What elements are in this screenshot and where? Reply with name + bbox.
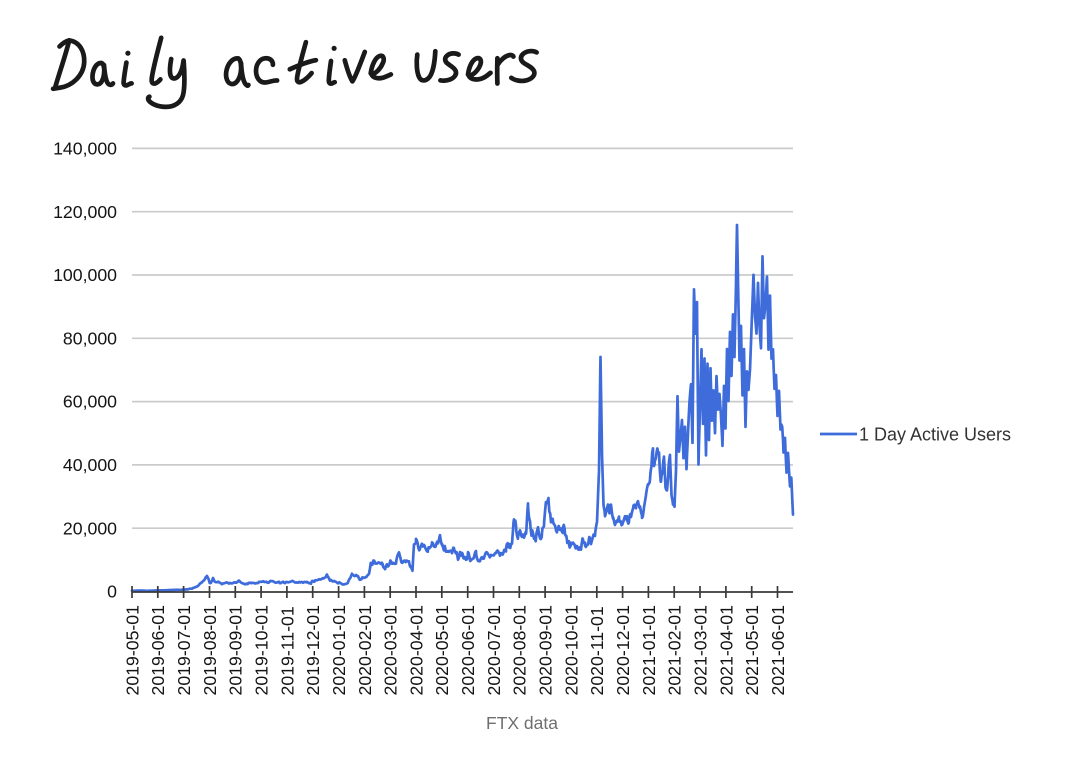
svg-text:40,000: 40,000 (63, 455, 117, 475)
svg-text:FTX data: FTX data (486, 713, 558, 733)
svg-text:2020-09-01: 2020-09-01 (536, 605, 556, 695)
svg-text:2019-07-01: 2019-07-01 (174, 605, 194, 695)
svg-text:2020-10-01: 2020-10-01 (561, 605, 581, 695)
svg-text:1 Day Active Users: 1 Day Active Users (859, 425, 1011, 445)
svg-text:2019-10-01: 2019-10-01 (252, 605, 272, 695)
svg-text:2021-05-01: 2021-05-01 (742, 605, 762, 695)
svg-text:2021-04-01: 2021-04-01 (716, 605, 736, 695)
svg-text:2019-08-01: 2019-08-01 (200, 605, 220, 695)
svg-text:2021-01-01: 2021-01-01 (639, 605, 659, 695)
svg-text:120,000: 120,000 (53, 202, 117, 222)
svg-text:2021-03-01: 2021-03-01 (690, 605, 710, 695)
svg-text:2020-03-01: 2020-03-01 (381, 605, 401, 695)
svg-text:2019-06-01: 2019-06-01 (148, 605, 168, 695)
svg-text:2019-11-01: 2019-11-01 (277, 606, 297, 695)
svg-text:2019-09-01: 2019-09-01 (226, 605, 246, 695)
svg-text:20,000: 20,000 (63, 518, 117, 538)
svg-text:2020-04-01: 2020-04-01 (406, 605, 426, 695)
svg-text:2020-02-01: 2020-02-01 (355, 605, 375, 695)
svg-text:100,000: 100,000 (53, 265, 117, 285)
svg-text:2020-01-01: 2020-01-01 (329, 605, 349, 695)
svg-text:80,000: 80,000 (63, 328, 117, 348)
svg-text:2021-02-01: 2021-02-01 (665, 605, 685, 695)
svg-text:140,000: 140,000 (53, 139, 117, 159)
svg-text:0: 0 (107, 582, 117, 602)
svg-text:2020-07-01: 2020-07-01 (484, 605, 504, 695)
svg-text:2020-12-01: 2020-12-01 (613, 605, 633, 695)
svg-text:2021-06-01: 2021-06-01 (768, 605, 788, 695)
svg-text:2019-12-01: 2019-12-01 (303, 605, 323, 695)
svg-text:2020-11-01: 2020-11-01 (587, 606, 607, 695)
svg-text:2019-05-01: 2019-05-01 (122, 605, 142, 695)
svg-text:60,000: 60,000 (63, 392, 117, 412)
svg-text:2020-06-01: 2020-06-01 (458, 605, 478, 695)
svg-text:2020-05-01: 2020-05-01 (432, 605, 452, 695)
svg-text:2020-08-01: 2020-08-01 (510, 605, 530, 695)
